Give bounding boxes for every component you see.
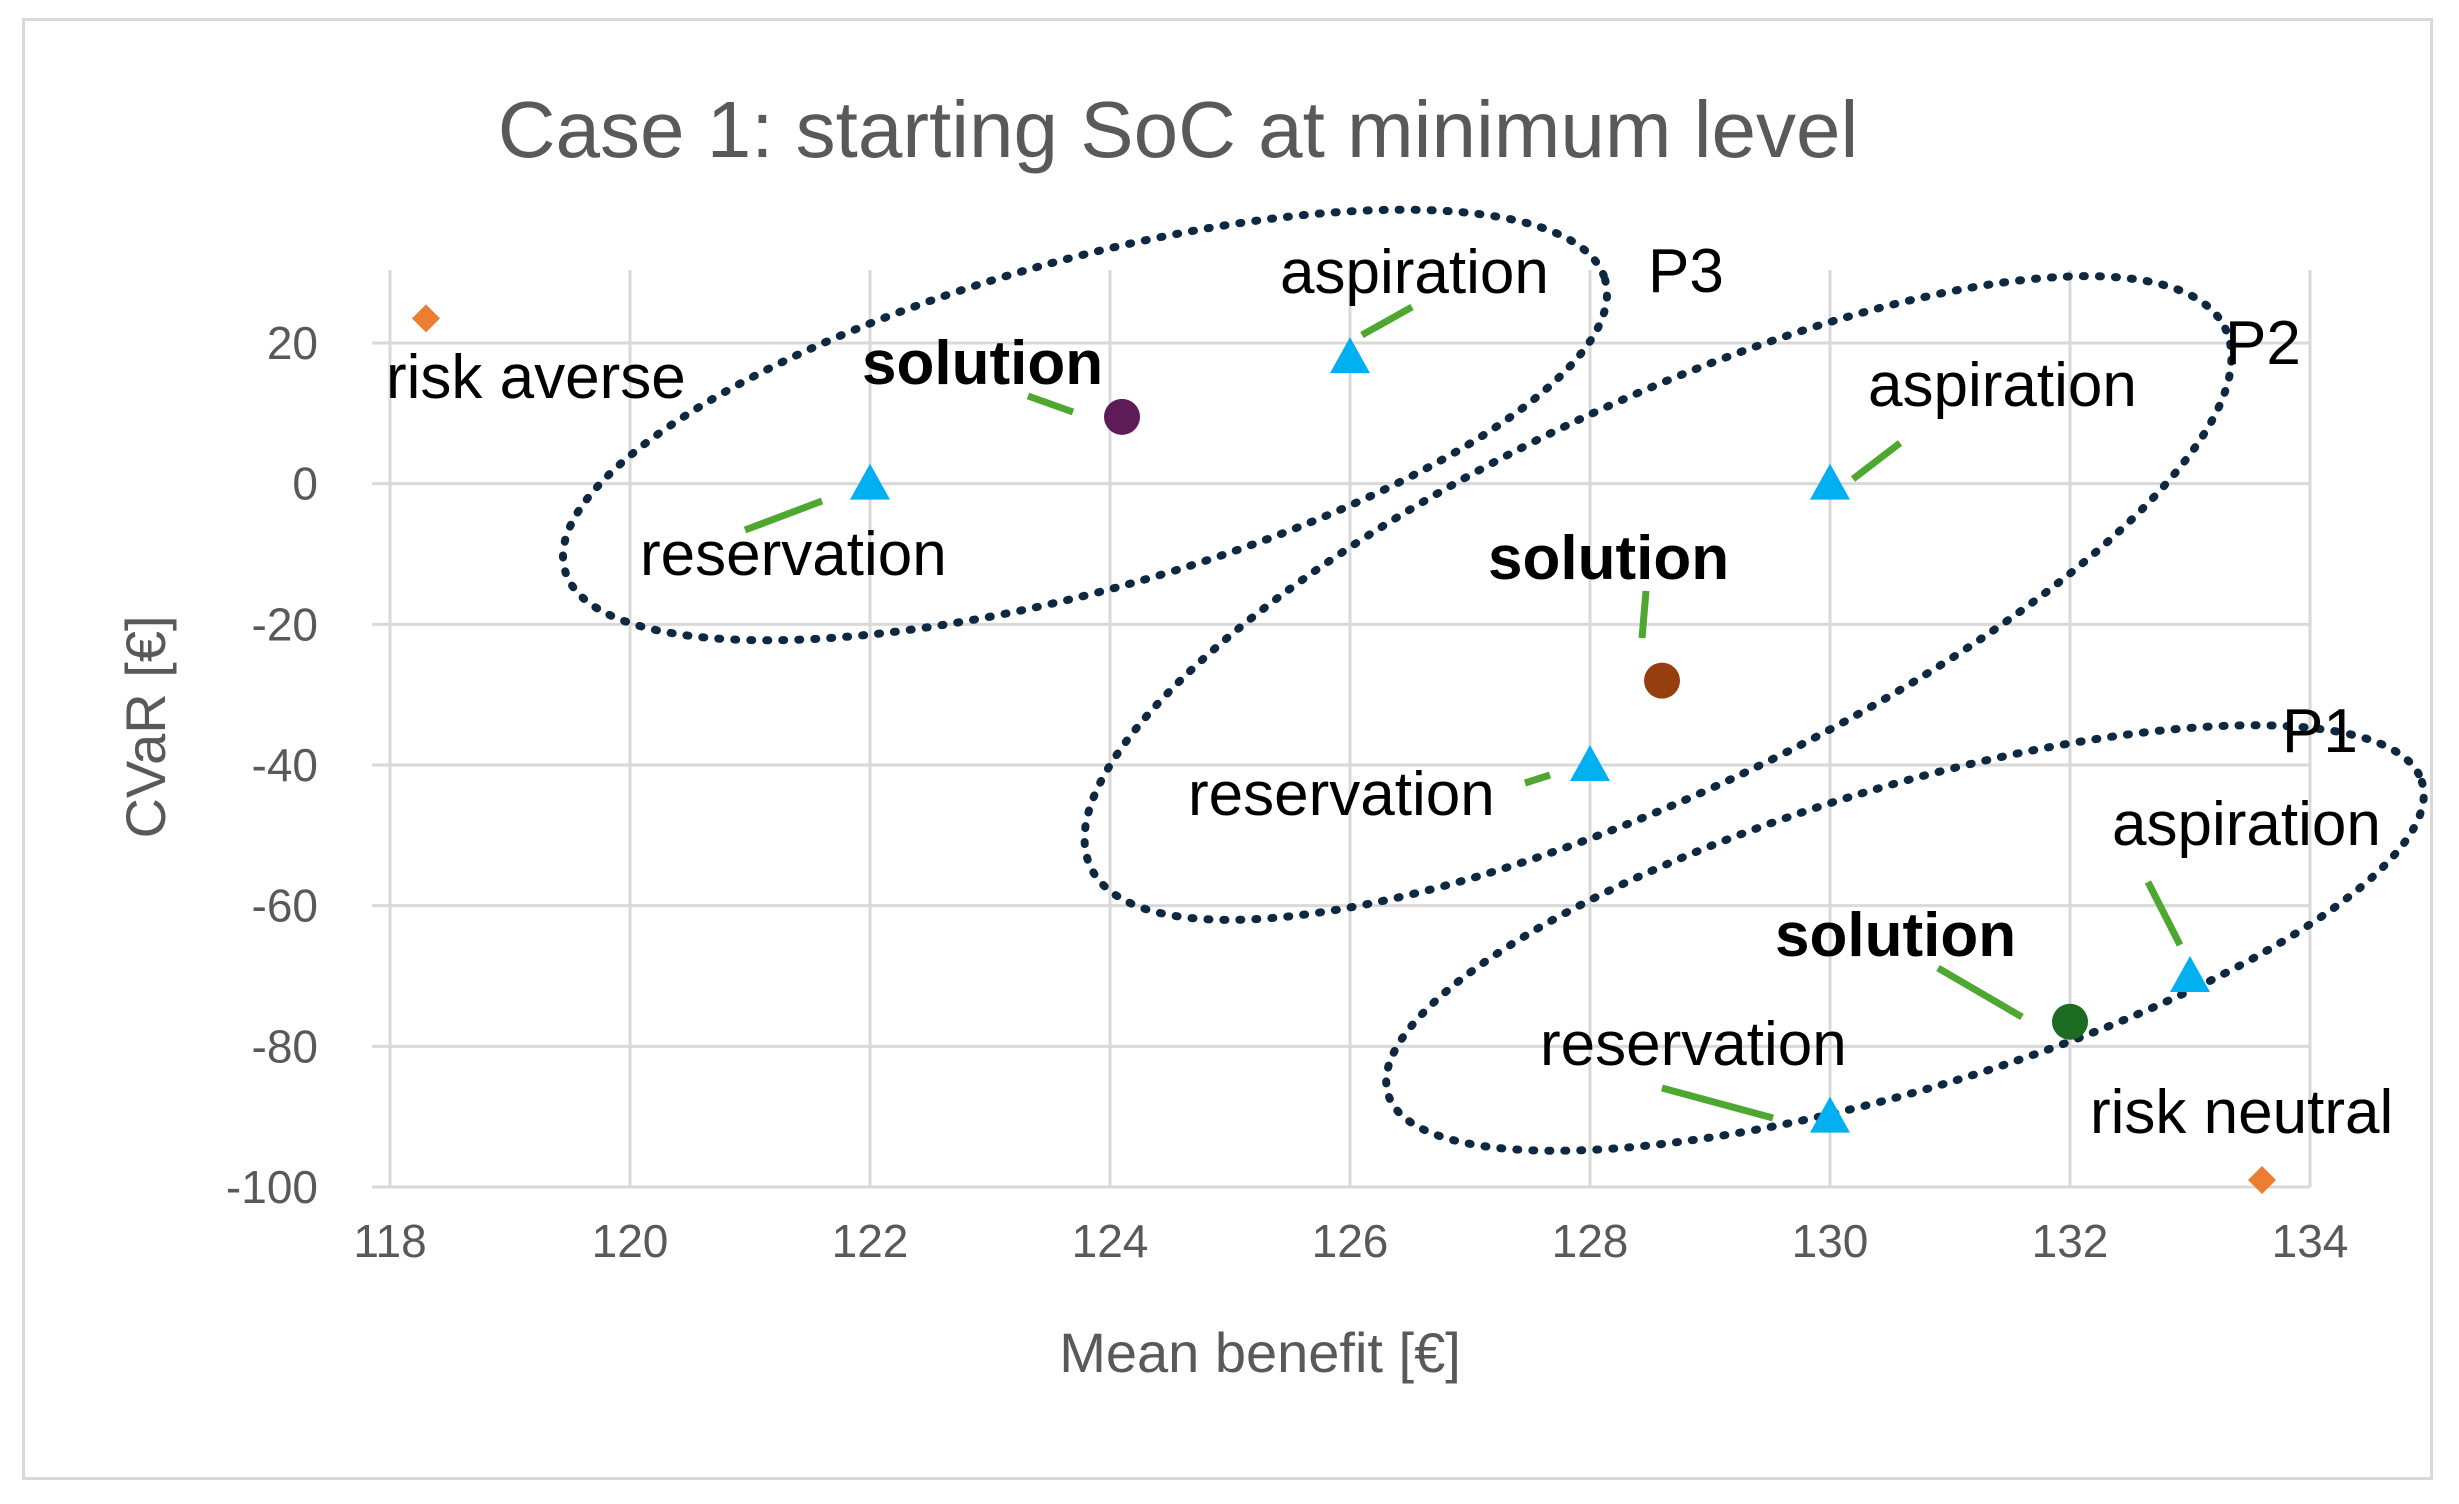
- x-tick-label: 130: [1792, 1215, 1869, 1267]
- p1-aspiration-marker: [2170, 956, 2210, 992]
- x-tick-label: 126: [1312, 1215, 1389, 1267]
- leader-line: [1850, 440, 1903, 482]
- p3-group-ellipse: [559, 205, 1611, 645]
- extremes-risk-averse-marker: [412, 304, 440, 333]
- leader-line: [743, 497, 824, 534]
- p2-reservation-marker: [1570, 745, 1610, 781]
- y-tick-label: -60: [252, 880, 318, 932]
- y-axis-title: CVaR [€]: [114, 615, 177, 838]
- leader-line: [1638, 590, 1650, 639]
- point-labels: risk averse risk neutral reservation aspira…: [386, 237, 2393, 1147]
- y-tick-label: -80: [252, 1020, 318, 1072]
- x-tick-label: 124: [1072, 1215, 1149, 1267]
- leader-line: [1360, 303, 1414, 339]
- chart-title: Case 1: starting SoC at minimum level: [498, 85, 1859, 174]
- y-tick-label: 20: [267, 317, 318, 369]
- leader-line: [1523, 771, 1552, 787]
- extremes-risk-averse-label: risk averse: [386, 343, 686, 412]
- leader-lines: [743, 303, 2184, 1122]
- p1-aspiration-label: aspiration: [2112, 790, 2381, 859]
- p1-solution-marker: [2052, 1003, 2088, 1040]
- p2-solution-label: solution: [1488, 524, 1729, 593]
- x-tick-label: 120: [592, 1215, 669, 1267]
- x-axis-title: Mean benefit [€]: [1059, 1321, 1461, 1384]
- x-tick-label: 134: [2272, 1215, 2349, 1267]
- extremes-risk-neutral-label: risk neutral: [2090, 1078, 2393, 1147]
- group-label-p1: P1: [2282, 697, 2358, 766]
- p3-aspiration-marker: [1330, 337, 1370, 374]
- group-label-p3: P3: [1648, 237, 1724, 306]
- x-tick-label: 122: [832, 1215, 909, 1267]
- leader-line: [2144, 880, 2184, 947]
- p3-reservation-label: reservation: [640, 520, 947, 589]
- p1-reservation-label: reservation: [1540, 1010, 1847, 1079]
- y-tick-label: -20: [252, 598, 318, 650]
- x-tick-label: 128: [1552, 1215, 1629, 1267]
- grid-layer: 118 120 122 124 126 128 130 132 134 -100 -80 -60 -40…: [226, 270, 2348, 1267]
- x-tick-label: 118: [353, 1215, 426, 1267]
- leader-line: [1661, 1084, 1774, 1122]
- group-label-p2: P2: [2225, 309, 2301, 378]
- p2-solution-marker: [1644, 662, 1680, 699]
- p3-solution-marker: [1104, 398, 1140, 435]
- p3-reservation-marker: [850, 463, 890, 500]
- group-ellipses: [559, 205, 2428, 1155]
- y-tick-label: 0: [292, 458, 318, 510]
- p1-solution-label: solution: [1775, 901, 2016, 970]
- p2-aspiration-marker: [1810, 463, 1850, 500]
- p2-group-ellipse: [1080, 272, 2236, 924]
- data-points: [412, 304, 2276, 1194]
- y-tick-label: -100: [226, 1161, 318, 1213]
- p3-solution-label: solution: [862, 329, 1103, 398]
- p3-aspiration-label: aspiration: [1280, 238, 1549, 307]
- x-tick-label: 132: [2032, 1215, 2109, 1267]
- p2-reservation-label: reservation: [1188, 760, 1495, 829]
- y-tick-label: -40: [252, 739, 318, 791]
- leader-line: [1026, 392, 1075, 416]
- p2-aspiration-label: aspiration: [1868, 351, 2137, 420]
- p1-group-ellipse: [1382, 721, 2428, 1155]
- leader-line: [1936, 964, 2024, 1021]
- extremes-risk-neutral-marker: [2248, 1165, 2276, 1194]
- p1-reservation-marker: [1810, 1096, 1850, 1133]
